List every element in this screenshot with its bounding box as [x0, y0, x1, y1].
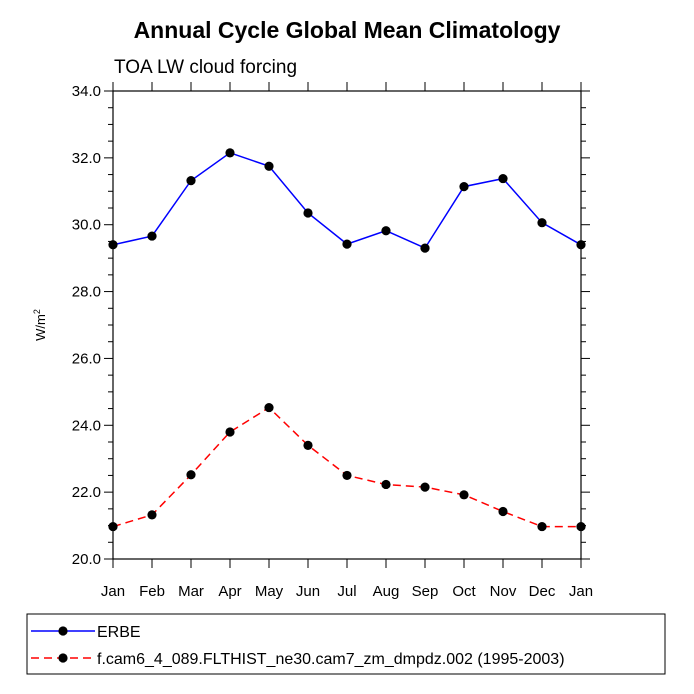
y-tick-label: 30.0 — [72, 217, 101, 234]
data-point-series-1 — [108, 521, 118, 532]
data-point-series-0 — [147, 231, 157, 241]
y-axis-label: W/m2 — [32, 309, 48, 341]
y-tick-label: 24.0 — [72, 417, 101, 434]
y-tick-label: 28.0 — [72, 284, 101, 301]
plot-area: 20.0 22.0 24.0 26.0 28.0 30.0 32.0 34.0 Jan Feb Ma… — [32, 82, 593, 600]
x-tick-label: Feb — [139, 583, 165, 600]
y-tick-label: 32.0 — [72, 150, 101, 167]
data-point-series-1 — [420, 482, 430, 492]
y-tick-label: 26.0 — [72, 350, 101, 367]
data-point-series-1 — [537, 521, 547, 532]
chart-subtitle: TOA LW cloud forcing — [114, 57, 297, 78]
legend-swatch-marker — [58, 653, 68, 663]
data-point-series-0 — [459, 182, 469, 192]
x-tick-label: Oct — [452, 583, 476, 600]
data-point-series-0 — [108, 240, 118, 250]
data-point-series-1 — [381, 479, 391, 490]
data-point-series-0 — [420, 243, 430, 253]
data-point-series-1 — [498, 506, 508, 517]
x-tick-label: May — [255, 583, 284, 600]
data-point-series-0 — [381, 226, 391, 236]
plot-frame — [112, 90, 582, 560]
legend: ERBE f.cam6_4_089.FLTHIST_ne30.cam7_zm_dm… — [26, 613, 666, 675]
series-line-0 — [112, 151, 582, 250]
data-point-series-0 — [537, 218, 547, 228]
data-point-series-0 — [303, 208, 313, 218]
data-point-series-1 — [225, 427, 235, 437]
data-point-series-1 — [303, 440, 313, 450]
data-point-series-1 — [186, 470, 196, 480]
chart-title: Annual Cycle Global Mean Climatology — [134, 17, 561, 43]
series-line-1 — [112, 406, 581, 528]
y-tick-label: 22.0 — [72, 484, 101, 501]
y-axis-label-superscript: 2 — [32, 309, 42, 314]
data-point-series-0 — [342, 239, 352, 249]
data-point-series-0 — [498, 173, 508, 184]
legend-swatch-marker — [58, 626, 68, 636]
x-tick-label: Jan — [569, 583, 593, 600]
y-axis-label-text: W/m — [33, 314, 48, 341]
data-point-series-0 — [264, 161, 274, 171]
data-point-series-0 — [576, 240, 586, 250]
data-point-series-0 — [225, 148, 235, 158]
x-tick-label: Jan — [101, 583, 125, 600]
legend-box — [26, 613, 666, 675]
legend-entry-label: ERBE — [97, 624, 141, 641]
x-tick-label: Sep — [412, 583, 439, 600]
data-point-series-1 — [576, 521, 586, 532]
x-tick-label: Apr — [218, 583, 241, 600]
x-tick-label: Nov — [490, 583, 517, 600]
data-point-series-1 — [342, 470, 352, 481]
data-point-series-1 — [147, 510, 157, 520]
data-point-series-0 — [186, 175, 196, 186]
data-point-series-1 — [459, 490, 469, 500]
data-point-series-1 — [264, 402, 274, 413]
x-tick-label: Jun — [296, 583, 320, 600]
y-tick-label: 20.0 — [72, 551, 101, 568]
x-tick-label: Jul — [337, 583, 356, 600]
x-tick-label: Aug — [373, 583, 400, 600]
legend-entry-label: f.cam6_4_089.FLTHIST_ne30.cam7_zm_dmpdz.… — [97, 651, 565, 668]
y-tick-label: 34.0 — [72, 83, 101, 100]
x-tick-label: Mar — [178, 583, 204, 600]
x-tick-label: Dec — [529, 583, 556, 600]
